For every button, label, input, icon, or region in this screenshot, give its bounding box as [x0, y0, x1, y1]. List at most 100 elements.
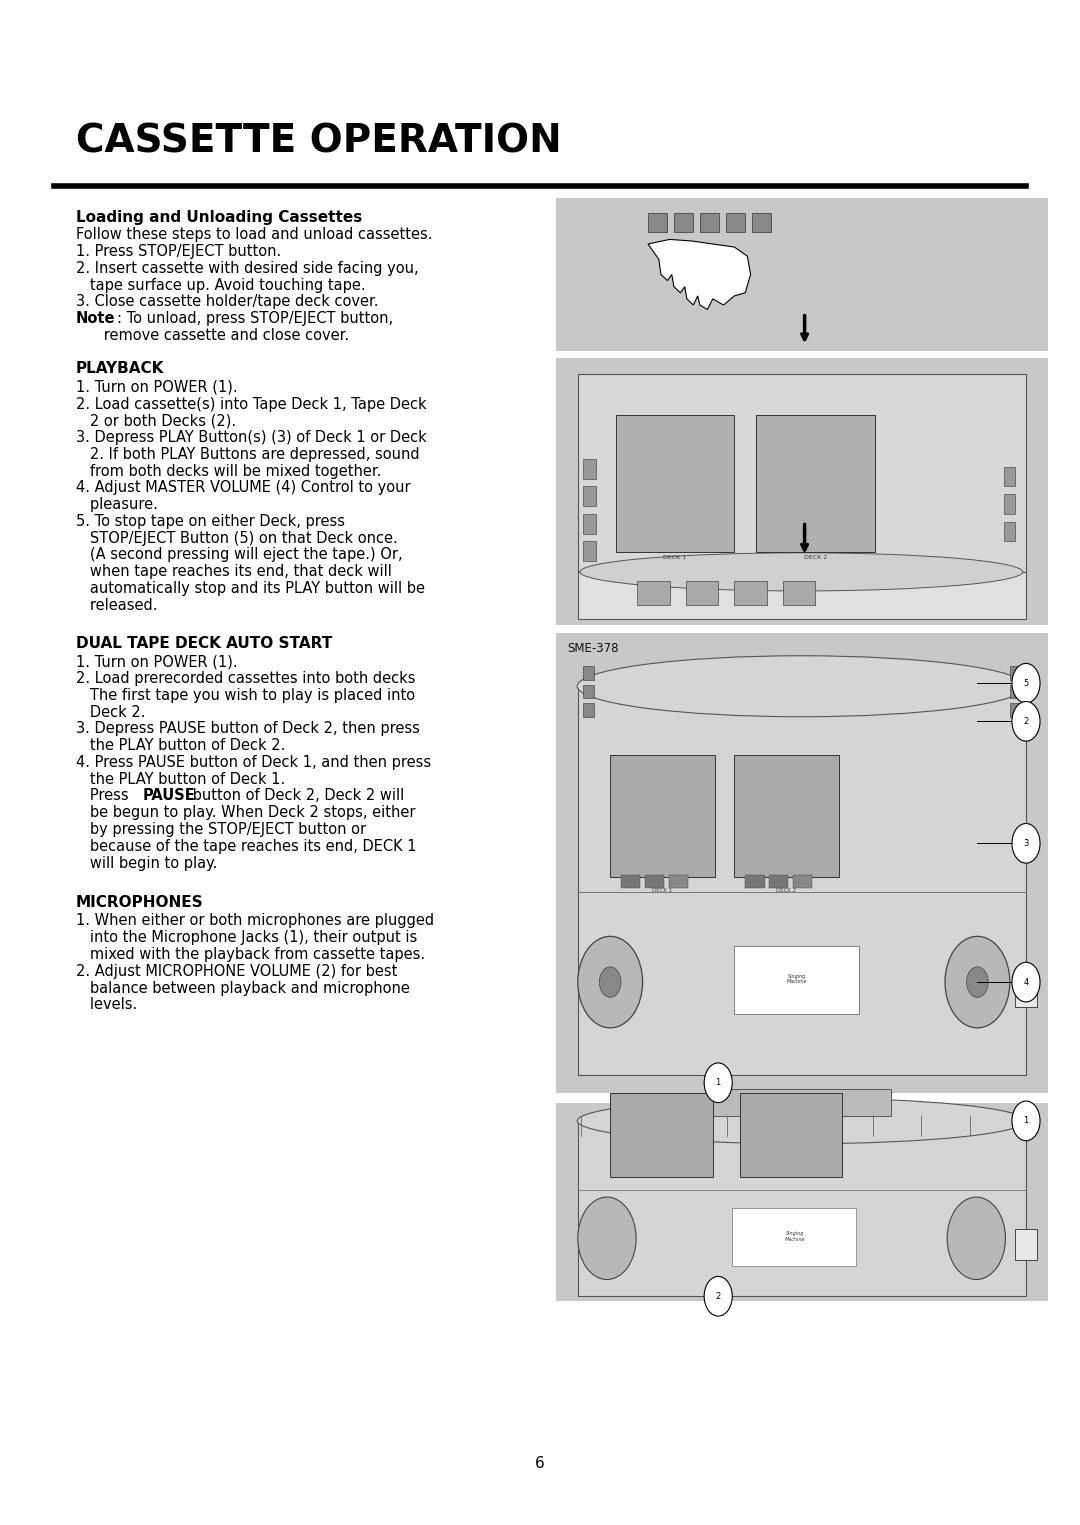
Text: 4. Press PAUSE button of Deck 1, and then press: 4. Press PAUSE button of Deck 1, and the…: [76, 755, 431, 770]
Text: from both decks will be mixed together.: from both decks will be mixed together.: [76, 464, 381, 479]
Bar: [740, 1093, 842, 1177]
Circle shape: [704, 1063, 732, 1103]
Bar: [578, 686, 1026, 1075]
Bar: [756, 415, 875, 552]
Text: (A second pressing will eject the tape.) Or,: (A second pressing will eject the tape.)…: [76, 547, 402, 563]
Text: 2. Load cassette(s) into Tape Deck 1, Tape Deck: 2. Load cassette(s) into Tape Deck 1, Ta…: [76, 396, 427, 412]
Text: because of the tape reaches its end, DECK 1: because of the tape reaches its end, DEC…: [76, 839, 416, 854]
Text: DECK 2: DECK 2: [804, 555, 827, 560]
Bar: [1004, 522, 1015, 541]
Bar: [583, 486, 596, 506]
Bar: [610, 755, 715, 877]
Circle shape: [1012, 702, 1040, 741]
Text: 4. Adjust MASTER VOLUME (4) Control to your: 4. Adjust MASTER VOLUME (4) Control to y…: [76, 480, 410, 496]
Bar: [732, 1208, 856, 1266]
Text: 2. Insert cassette with desired side facing you,: 2. Insert cassette with desired side fac…: [76, 261, 418, 276]
Text: 2. Adjust MICROPHONE VOLUME (2) for best: 2. Adjust MICROPHONE VOLUME (2) for best: [76, 964, 397, 979]
Text: 5. To stop tape on either Deck, press: 5. To stop tape on either Deck, press: [76, 514, 345, 529]
Bar: [637, 581, 670, 605]
Bar: [1015, 973, 1037, 1007]
Bar: [578, 566, 1026, 619]
Circle shape: [1012, 962, 1040, 1002]
Text: CASSETTE OPERATION: CASSETTE OPERATION: [76, 122, 562, 160]
Text: the PLAY button of Deck 2.: the PLAY button of Deck 2.: [76, 738, 285, 753]
Bar: [583, 459, 596, 479]
Bar: [734, 755, 839, 877]
Bar: [745, 875, 765, 888]
Circle shape: [1012, 824, 1040, 863]
Text: will begin to play.: will begin to play.: [76, 856, 217, 871]
Text: pleasure.: pleasure.: [76, 497, 158, 512]
Text: levels.: levels.: [76, 997, 137, 1013]
Bar: [583, 685, 594, 698]
Text: 2: 2: [1024, 717, 1028, 726]
Text: 1. When either or both microphones are plugged: 1. When either or both microphones are p…: [76, 913, 434, 929]
Text: Loading and Unloading Cassettes: Loading and Unloading Cassettes: [76, 210, 362, 226]
Text: DECK 2: DECK 2: [777, 888, 796, 892]
Circle shape: [599, 967, 621, 997]
Bar: [556, 198, 1048, 351]
Text: Press: Press: [76, 788, 133, 804]
Text: tape surface up. Avoid touching tape.: tape surface up. Avoid touching tape.: [76, 278, 365, 293]
Text: DECK 1: DECK 1: [663, 555, 687, 560]
Bar: [1010, 685, 1021, 698]
Text: PAUSE: PAUSE: [143, 788, 195, 804]
Text: MICROPHONES: MICROPHONES: [76, 895, 203, 910]
Bar: [556, 1103, 1048, 1301]
Text: 4: 4: [1024, 978, 1028, 987]
Bar: [726, 214, 745, 232]
Text: automatically stop and its PLAY button will be: automatically stop and its PLAY button w…: [76, 581, 424, 596]
Bar: [583, 541, 596, 561]
Bar: [669, 875, 688, 888]
Ellipse shape: [580, 554, 1023, 590]
Bar: [734, 581, 767, 605]
Text: Note: Note: [76, 311, 116, 326]
Text: 2: 2: [716, 1292, 720, 1301]
Text: mixed with the playback from cassette tapes.: mixed with the playback from cassette ta…: [76, 947, 424, 962]
Text: SME-378: SME-378: [567, 642, 619, 656]
Text: DUAL TAPE DECK AUTO START: DUAL TAPE DECK AUTO START: [76, 636, 332, 651]
Circle shape: [967, 967, 988, 997]
Text: remove cassette and close cover.: remove cassette and close cover.: [76, 328, 349, 343]
Text: 2. If both PLAY Buttons are depressed, sound: 2. If both PLAY Buttons are depressed, s…: [76, 447, 419, 462]
Text: when tape reaches its end, that deck will: when tape reaches its end, that deck wil…: [76, 564, 391, 580]
Text: 3: 3: [1024, 839, 1028, 848]
Text: into the Microphone Jacks (1), their output is: into the Microphone Jacks (1), their out…: [76, 930, 417, 946]
Bar: [621, 875, 640, 888]
Bar: [578, 374, 1026, 572]
Text: The first tape you wish to play is placed into: The first tape you wish to play is place…: [76, 688, 415, 703]
Text: 2 or both Decks (2).: 2 or both Decks (2).: [76, 413, 235, 429]
Text: 5: 5: [1024, 679, 1028, 688]
Bar: [645, 875, 664, 888]
Text: 1. Turn on POWER (1).: 1. Turn on POWER (1).: [76, 654, 238, 669]
Bar: [769, 875, 788, 888]
Text: the PLAY button of Deck 1.: the PLAY button of Deck 1.: [76, 772, 285, 787]
Circle shape: [578, 1197, 636, 1279]
Text: PLAYBACK: PLAYBACK: [76, 361, 164, 377]
Bar: [734, 946, 859, 1014]
Bar: [700, 214, 719, 232]
Text: STOP/EJECT Button (5) on that Deck once.: STOP/EJECT Button (5) on that Deck once.: [76, 531, 397, 546]
Polygon shape: [648, 239, 751, 310]
Circle shape: [1012, 663, 1040, 703]
Ellipse shape: [577, 1098, 1026, 1144]
Bar: [648, 214, 667, 232]
Bar: [578, 1121, 1026, 1296]
Bar: [674, 214, 693, 232]
Bar: [616, 415, 734, 552]
Bar: [583, 666, 594, 680]
Bar: [583, 703, 594, 717]
Bar: [783, 581, 815, 605]
Text: 1: 1: [1024, 1116, 1028, 1125]
Text: Deck 2.: Deck 2.: [76, 705, 145, 720]
Bar: [713, 1089, 891, 1116]
Bar: [793, 875, 812, 888]
Circle shape: [704, 1276, 732, 1316]
Bar: [610, 1093, 713, 1177]
Text: be begun to play. When Deck 2 stops, either: be begun to play. When Deck 2 stops, eit…: [76, 805, 415, 820]
Text: balance between playback and microphone: balance between playback and microphone: [76, 981, 409, 996]
Text: 3. Close cassette holder/tape deck cover.: 3. Close cassette holder/tape deck cover…: [76, 294, 378, 310]
Bar: [1004, 494, 1015, 514]
Bar: [752, 214, 771, 232]
Bar: [1004, 467, 1015, 486]
